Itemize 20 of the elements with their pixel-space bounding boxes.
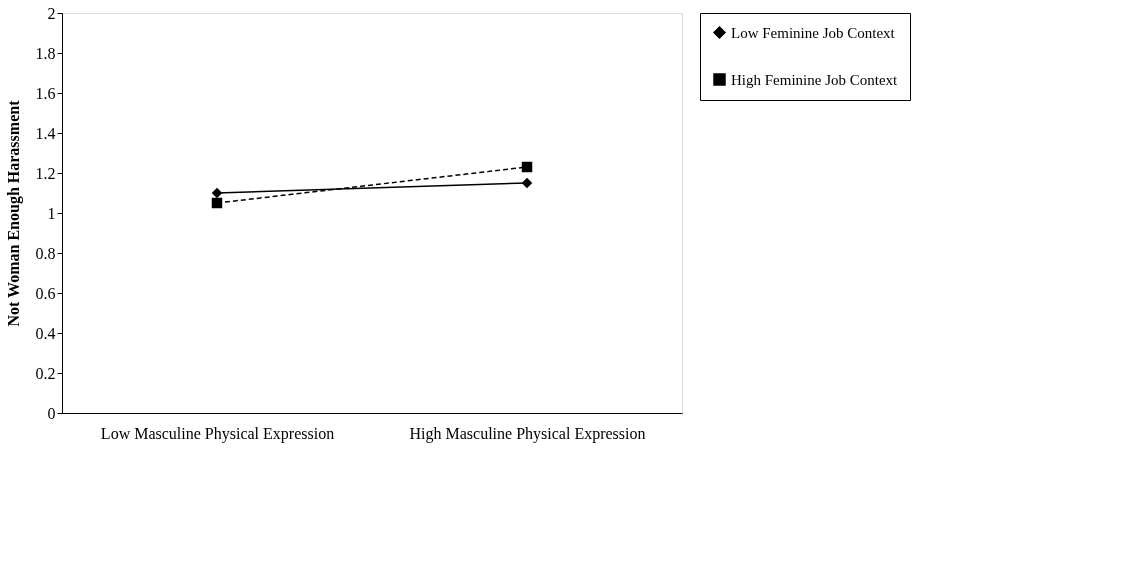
y-tick-label: 0.6 [35, 284, 56, 302]
point [521, 161, 533, 173]
y-tick-label: 0 [47, 404, 56, 422]
y-tick-label: 1 [47, 204, 56, 222]
legend-label: High Feminine Job Context [731, 71, 899, 88]
point [211, 197, 223, 209]
legend-label: Low Feminine Job Context [731, 24, 896, 41]
point [211, 187, 223, 199]
y-tick-label: 1.2 [35, 164, 56, 182]
y-tick-label: 1.8 [35, 44, 56, 62]
point [521, 177, 533, 189]
x-tick-label: Low Masculine Physical Expression [100, 424, 335, 443]
y-tick-label: 0.2 [35, 364, 56, 382]
y-tick-label: 2 [47, 4, 56, 22]
y-axis-title: Not Woman Enough Harassment [4, 99, 23, 327]
y-tick-label: 1.4 [35, 124, 56, 142]
y-tick-label: 1.6 [35, 84, 56, 102]
y-tick-label: 0.4 [35, 324, 56, 342]
y-tick-label: 0.8 [35, 244, 56, 262]
x-tick-label: High Masculine Physical Expression [409, 424, 646, 443]
